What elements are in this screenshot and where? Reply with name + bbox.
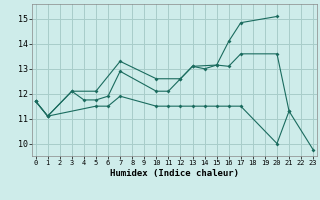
X-axis label: Humidex (Indice chaleur): Humidex (Indice chaleur) (110, 169, 239, 178)
